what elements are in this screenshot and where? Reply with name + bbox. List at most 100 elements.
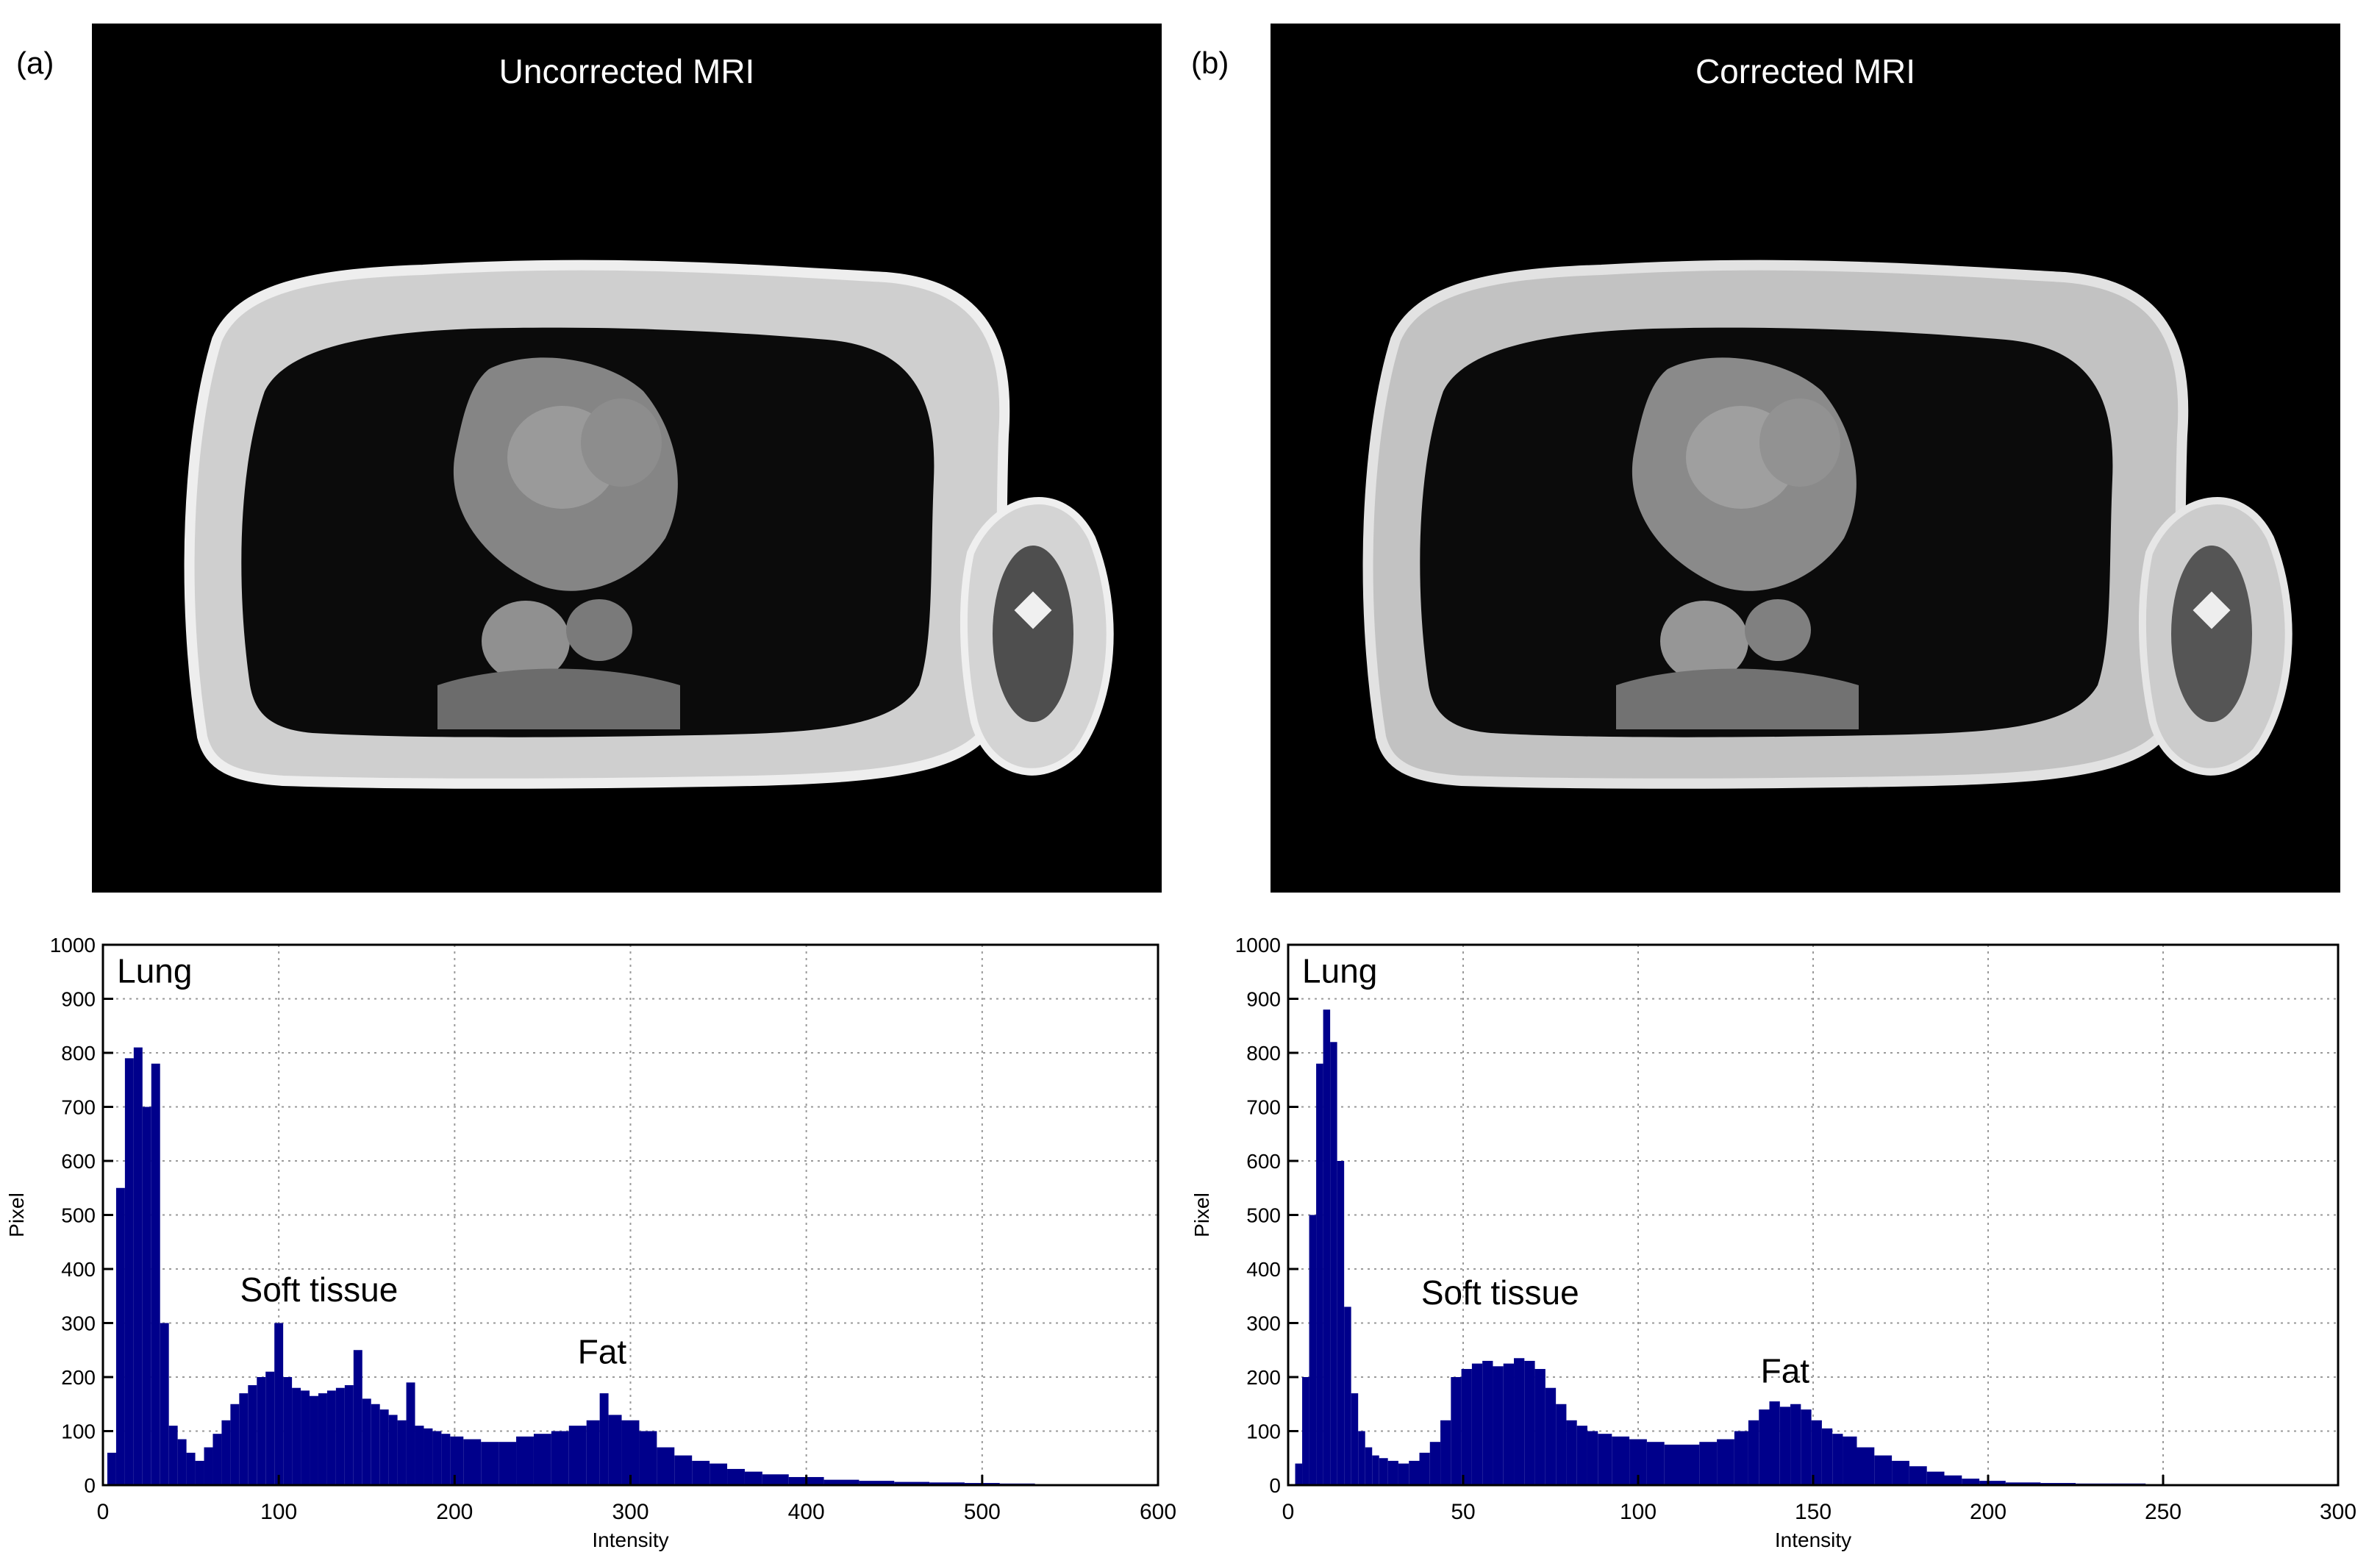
histogram-bar (283, 1377, 293, 1485)
histogram-bar (1358, 1431, 1365, 1485)
y-tick-label: 300 (61, 1312, 96, 1335)
histogram-bar (788, 1476, 824, 1485)
histogram-bar (2005, 1482, 2041, 1485)
histogram-bar (1843, 1436, 1857, 1485)
histogram-bar (124, 1058, 134, 1485)
x-axis-label: Intensity (1775, 1529, 1851, 1551)
histogram-bar (168, 1426, 178, 1485)
y-tick-label: 600 (61, 1150, 96, 1173)
histogram-bar (1409, 1460, 1420, 1485)
histogram-bar (568, 1426, 587, 1485)
histogram-bar (727, 1468, 745, 1485)
histogram-bar (608, 1415, 622, 1485)
histogram-bar (1748, 1420, 1759, 1485)
histogram-bar (1372, 1455, 1379, 1485)
x-tick-label: 100 (260, 1500, 297, 1524)
histogram-bar (1330, 1042, 1337, 1485)
histogram-bar (481, 1442, 499, 1485)
histogram-bar (265, 1371, 275, 1485)
histogram-bar (151, 1063, 160, 1485)
histogram-b: 0 50 100 150 200 250 300 0 100 200 300 400 500 600 700… (1190, 934, 2356, 1551)
y-tick-label: 100 (61, 1420, 96, 1443)
histogram-bar (248, 1385, 257, 1485)
histogram-bar (432, 1431, 442, 1485)
histogram-bar (894, 1481, 930, 1485)
histogram-bar (1962, 1479, 1980, 1485)
histogram-bar (1482, 1360, 1493, 1485)
histogram-bar (318, 1393, 327, 1485)
histogram-bar (1979, 1481, 2006, 1485)
y-tick-label: 700 (1246, 1096, 1281, 1119)
x-tick-label: 300 (2320, 1500, 2356, 1524)
mri-body-illustration (1362, 260, 2293, 789)
histogram-bar (301, 1390, 310, 1485)
y-tick-label: 500 (61, 1204, 96, 1227)
histogram-bar (204, 1447, 213, 1485)
histogram-bar (639, 1431, 657, 1485)
plot-area (103, 945, 1158, 1485)
histogram-bar (1419, 1452, 1430, 1485)
y-tick-label: 100 (1246, 1420, 1281, 1443)
histogram-bar (310, 1395, 318, 1485)
y-tick-label: 1000 (1235, 934, 1281, 957)
histogram-bar (335, 1387, 345, 1485)
histogram-bar (1398, 1463, 1409, 1485)
mri-title-corrected: Corrected MRI (1695, 52, 1916, 90)
histogram-bar (1034, 1484, 1071, 1485)
plot-area (1288, 945, 2338, 1485)
x-tick-label: 500 (964, 1500, 1001, 1524)
y-tick-label: 700 (61, 1096, 96, 1119)
histogram-bar (1440, 1420, 1451, 1485)
y-tick-label: 300 (1246, 1312, 1281, 1335)
histogram-bar (186, 1452, 196, 1485)
histogram-bar (599, 1393, 609, 1485)
histogram-bar (692, 1460, 710, 1485)
x-tick-label: 200 (1970, 1500, 2006, 1524)
histogram-bar (212, 1434, 222, 1485)
histogram-bar (586, 1420, 600, 1485)
histogram-bar (1811, 1420, 1822, 1485)
histogram-bar (1534, 1368, 1545, 1485)
x-tick-label: 600 (1140, 1500, 1176, 1524)
y-tick-label: 800 (1246, 1042, 1281, 1065)
histogram-bar (160, 1323, 169, 1485)
histogram-bar (1734, 1431, 1748, 1485)
annotation-label: Lung (1302, 951, 1377, 990)
histogram-bar (415, 1426, 424, 1485)
histogram-bar (353, 1350, 362, 1485)
histogram-bar (1664, 1444, 1682, 1485)
histogram-bar (441, 1434, 451, 1485)
histogram-bar (1598, 1434, 1612, 1485)
histogram-bar (1566, 1420, 1577, 1485)
y-tick-label: 800 (61, 1042, 96, 1065)
histogram-bar (964, 1483, 1000, 1485)
histogram-bar (999, 1483, 1035, 1485)
x-tick-label: 0 (97, 1500, 110, 1524)
histogram-bar (115, 1187, 125, 1485)
histogram-bar (674, 1455, 693, 1485)
histogram-bar (362, 1398, 371, 1485)
histogram-bar (1556, 1404, 1567, 1485)
x-axis-label: Intensity (592, 1529, 668, 1551)
histogram-bar (1790, 1404, 1801, 1485)
x-tick-label: 200 (436, 1500, 473, 1524)
histogram-bar (1779, 1406, 1791, 1485)
annotation-label: Soft tissue (240, 1270, 399, 1309)
histogram-bar (371, 1404, 380, 1485)
histogram-bar (292, 1387, 301, 1485)
histogram-bar (1682, 1444, 1700, 1485)
histogram-bar (1351, 1393, 1359, 1485)
histogram-bar (1646, 1442, 1665, 1485)
histogram-bar (177, 1439, 187, 1485)
histogram-bar (551, 1431, 569, 1485)
histogram-bar (621, 1420, 640, 1485)
histogram-bar (823, 1479, 860, 1485)
histogram-bar (2040, 1483, 2076, 1485)
histogram-bar (2145, 1484, 2181, 1485)
histogram-bar (1576, 1426, 1587, 1485)
histogram-bar (2076, 1483, 2111, 1485)
x-tick-label: 250 (2145, 1500, 2181, 1524)
histogram-bar (2180, 1484, 2216, 1485)
y-tick-label: 200 (1246, 1366, 1281, 1389)
histogram-bar (406, 1382, 415, 1485)
